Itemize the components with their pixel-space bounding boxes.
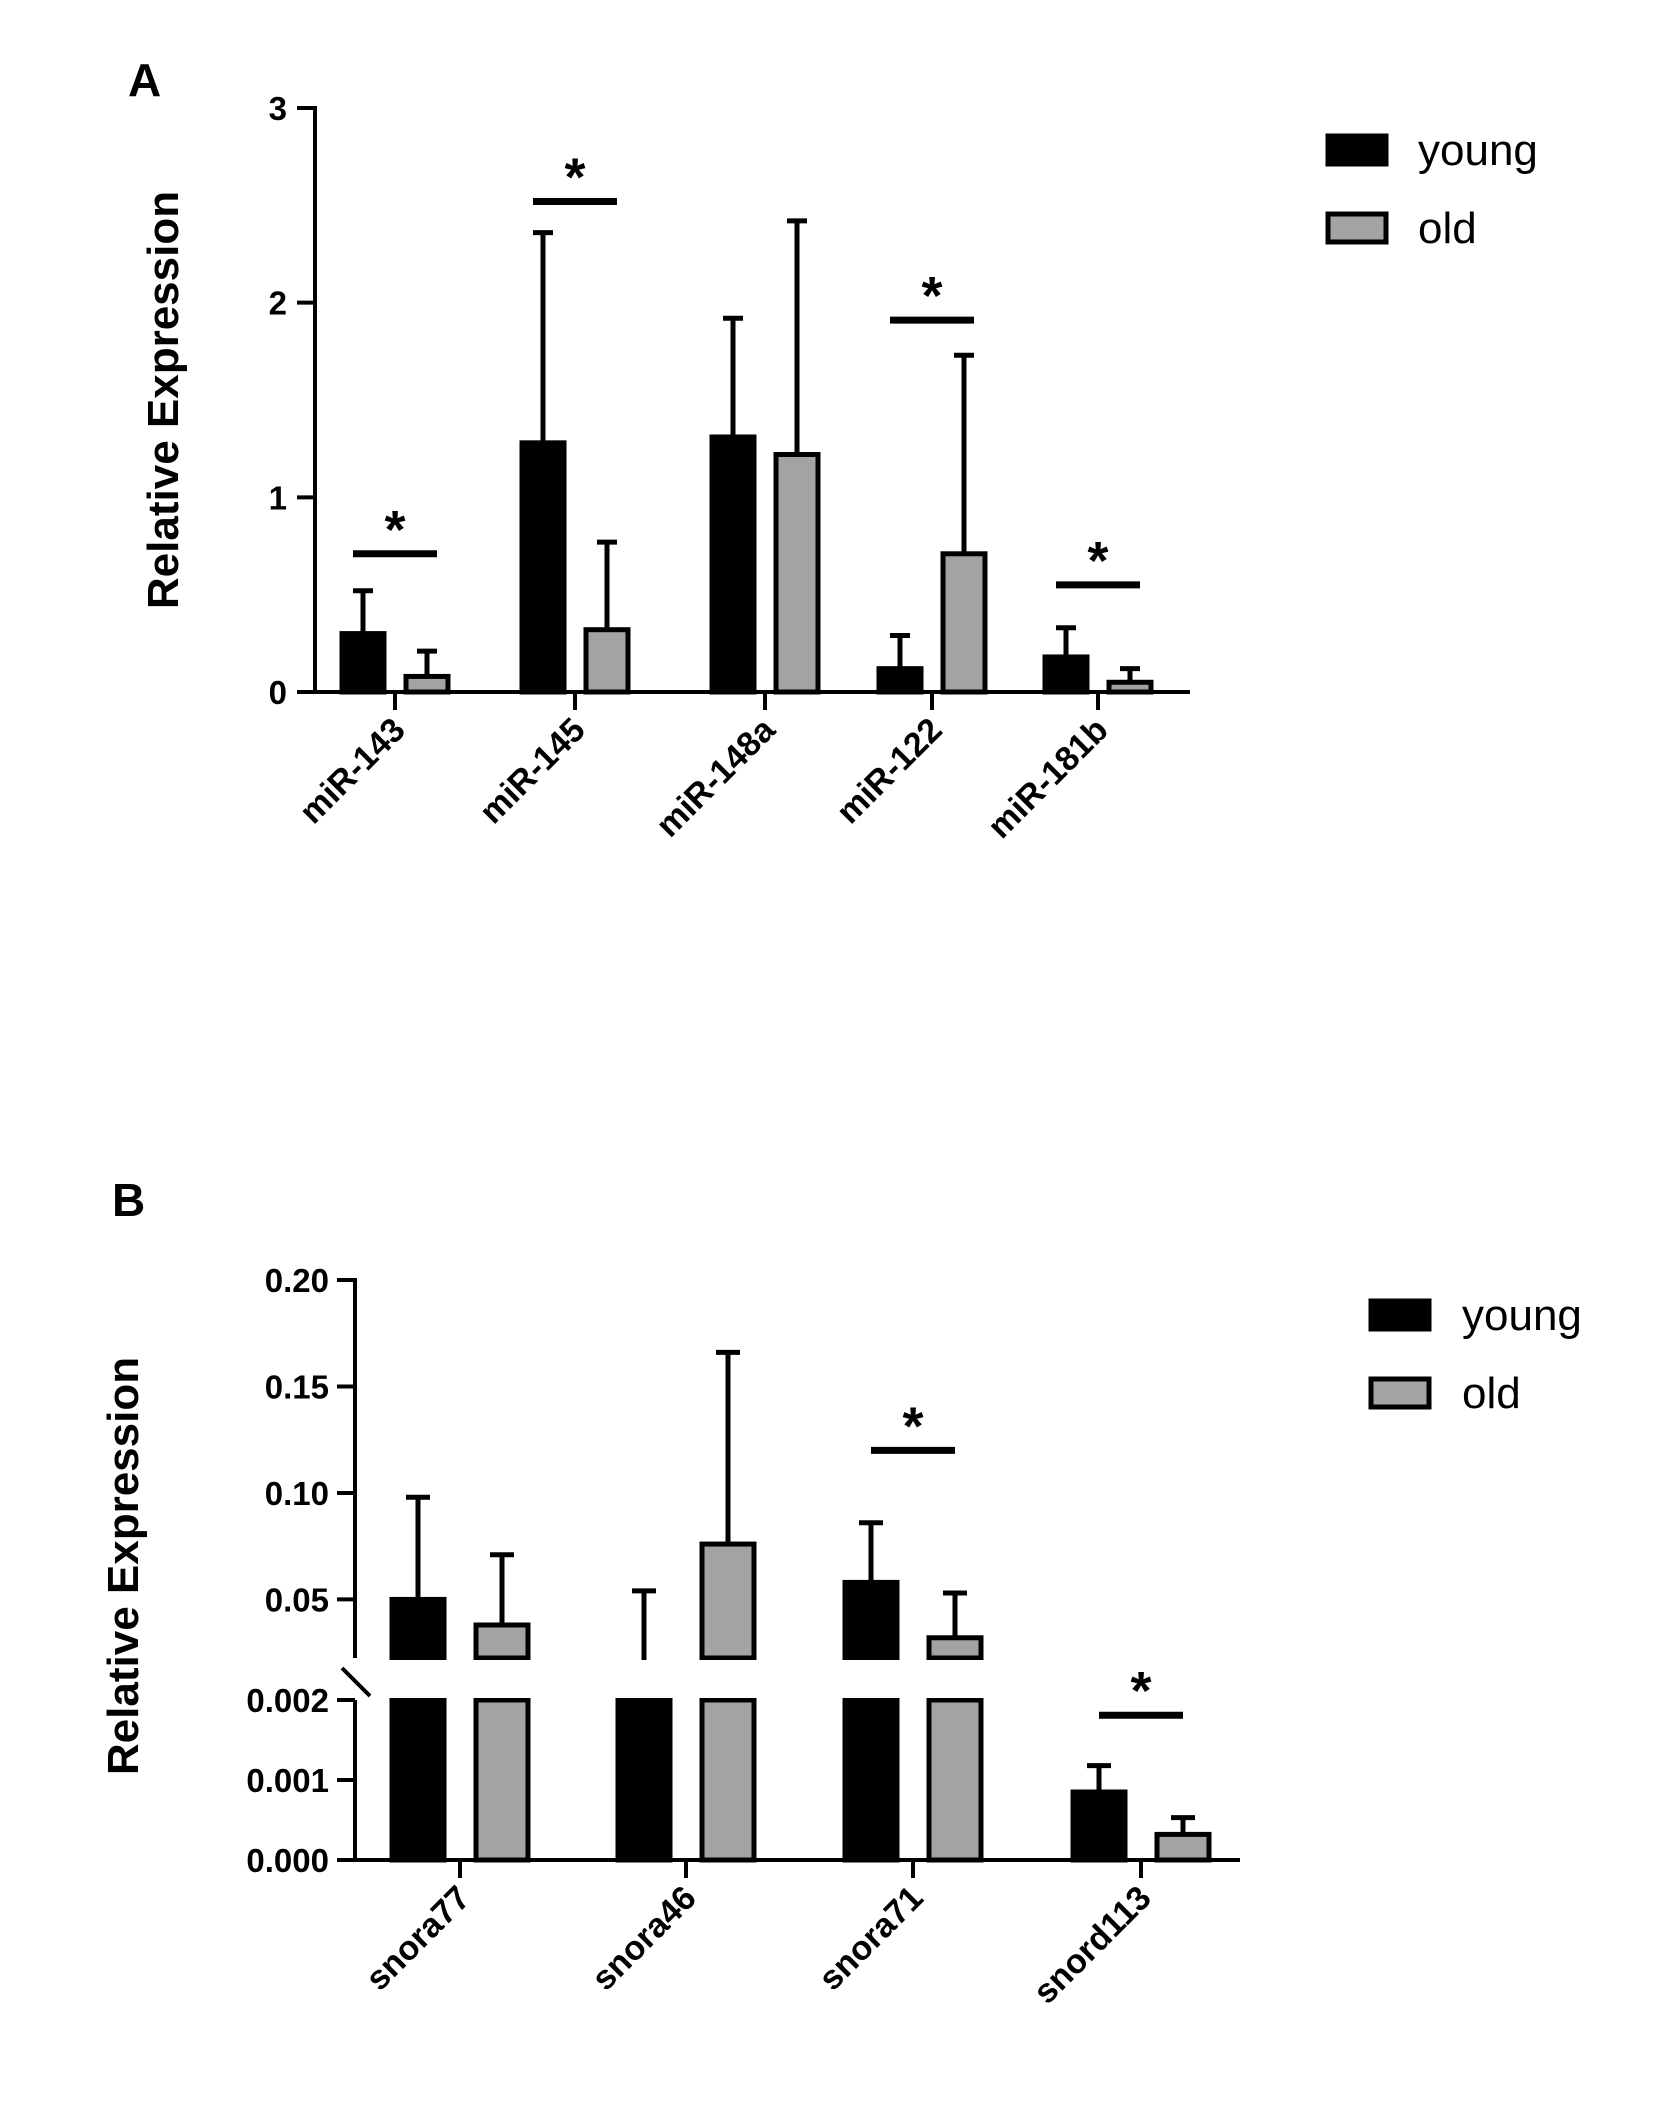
bar-young-mir-145	[519, 440, 567, 695]
significance-star-mir-122: *	[921, 266, 942, 326]
x-tick-label-mir-181b: miR-181b	[981, 711, 1116, 846]
x-tick-label-snora77: snora77	[359, 1879, 478, 1998]
bar-upper-young-snora71	[842, 1579, 900, 1661]
x-tick-label-snora71: snora71	[812, 1879, 931, 1998]
bar-lower-old-snora46	[699, 1697, 757, 1863]
bar-upper-old-snora46	[699, 1541, 757, 1661]
significance-star-mir-181b: *	[1087, 531, 1108, 591]
y-axis-title: Relative Expression	[99, 1357, 148, 1775]
panel-label: B	[112, 1174, 145, 1226]
y-tick-label: 0.15	[265, 1368, 329, 1405]
bar-young-mir-143	[339, 631, 387, 695]
legend-label-young: young	[1462, 1291, 1582, 1340]
panel-label: A	[128, 54, 161, 106]
axis-break-mark	[340, 1666, 372, 1698]
y-tick-label: 0.001	[246, 1762, 329, 1799]
x-tick-label-snord113: snord113	[1026, 1879, 1158, 2011]
y-tick-label: 0.000	[246, 1842, 329, 1879]
y-axis-title: Relative Expression	[139, 191, 188, 609]
y-tick-label: 0.05	[265, 1581, 329, 1618]
panel-a-chart: A 0 1 2 3 miR-143 miR-145 miR-148a miR-122 miR-18…	[128, 54, 1538, 846]
legend-label-old: old	[1462, 1369, 1521, 1418]
x-tick-label-mir-148a: miR-148a	[649, 710, 784, 845]
y-tick-label: 0.20	[265, 1262, 329, 1299]
legend-swatch-young	[1325, 133, 1389, 167]
x-tick-label-mir-143: miR-143	[292, 711, 412, 831]
significance-star-mir-145: *	[564, 147, 585, 207]
x-tick-label-mir-145: miR-145	[472, 711, 592, 831]
legend-swatch-old	[1325, 211, 1389, 245]
y-tick-label: 3	[269, 90, 287, 127]
y-tick-label: 0.002	[246, 1682, 329, 1719]
bar-lower-young-snora71	[842, 1697, 900, 1863]
axis-break-gap	[325, 1660, 1250, 1698]
bar-young-snord113	[1070, 1789, 1128, 1863]
legend-label-young: young	[1418, 126, 1538, 175]
bar-lower-old-snora71	[926, 1697, 984, 1863]
legend-label-old: old	[1418, 204, 1477, 253]
y-tick-label: 0	[269, 674, 287, 711]
bar-old-mir-145	[583, 627, 631, 695]
bar-upper-old-snora77	[473, 1622, 531, 1661]
bar-old-mir-143	[403, 673, 451, 695]
panel-b-chart: B 0.05 0.10 0.15 0.20 0.000 0.001 0.002 snora77 s…	[99, 1174, 1582, 2011]
bar-lower-old-snora77	[473, 1697, 531, 1863]
bar-old-mir-122	[940, 551, 988, 695]
bar-old-mir-148a	[773, 452, 821, 695]
bar-upper-old-snora71	[926, 1635, 984, 1661]
bar-young-mir-122	[876, 666, 924, 695]
x-tick-label-mir-122: miR-122	[829, 711, 949, 831]
legend-swatch-old	[1368, 1376, 1432, 1410]
significance-star-mir-143: *	[384, 500, 405, 560]
significance-star-snora71: *	[902, 1396, 923, 1456]
y-tick-label: 0.10	[265, 1475, 329, 1512]
bar-young-mir-181b	[1042, 654, 1090, 695]
legend-swatch-young	[1368, 1298, 1432, 1332]
significance-star-snord113: *	[1130, 1661, 1151, 1721]
bar-old-snord113	[1154, 1831, 1212, 1863]
bar-lower-young-snora77	[389, 1697, 447, 1863]
bar-upper-young-snora77	[389, 1596, 447, 1661]
bar-young-mir-148a	[709, 434, 757, 695]
y-tick-label: 1	[269, 479, 287, 516]
y-tick-label: 2	[269, 285, 287, 322]
bar-lower-young-snora46	[615, 1697, 673, 1863]
x-tick-label-snora46: snora46	[585, 1879, 704, 1998]
